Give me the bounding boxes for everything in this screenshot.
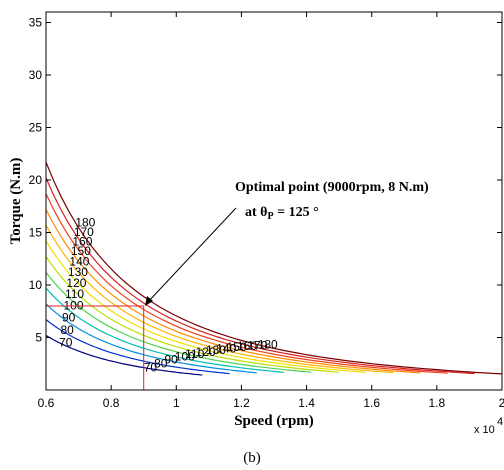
x-axis-ticks: 0.6 0.8 1 1.2 1.4 1.6 1.8 2 <box>38 12 504 410</box>
contour-label-mid-160: 160 <box>237 339 257 353</box>
y-axis-label: Torque (N.m) <box>8 158 24 245</box>
x-tick-label: 1.4 <box>298 396 315 410</box>
x-tick-label: 0.6 <box>38 396 55 410</box>
y-axis-ticks: 5 10 15 20 25 30 35 <box>29 16 502 345</box>
x-tick-label: 0.8 <box>103 396 120 410</box>
contour-label-170: 170 <box>74 225 94 239</box>
contour-line-170 <box>45 177 475 375</box>
contour-line-90 <box>45 303 257 374</box>
contour-line-160 <box>45 193 448 374</box>
contour-label-110: 110 <box>65 287 84 301</box>
contour-label-mid-100: 100 <box>175 350 195 364</box>
contour-label-mid-110: 110 <box>185 347 204 361</box>
contour-label-90: 90 <box>62 311 76 325</box>
annotation-line2: at θP = 125 ° <box>245 205 319 222</box>
contour-label-mid-120: 120 <box>196 345 216 359</box>
contour-label-140: 140 <box>69 254 89 268</box>
contour-label-mid-70: 70 <box>144 361 158 375</box>
contour-line-130 <box>45 240 366 373</box>
x-tick-label: 2 <box>499 396 504 410</box>
figure-caption: (b) <box>243 450 261 466</box>
annotation-line2-prefix: at θ <box>245 205 267 220</box>
annotation-line2-suffix: = 125 ° <box>274 205 319 220</box>
contour-label-mid-90: 90 <box>164 353 178 367</box>
y-tick-label: 35 <box>29 16 43 30</box>
x-tick-label: 1.2 <box>233 396 250 410</box>
contour-label-mid-80: 80 <box>154 356 168 370</box>
contour-label-mid-140: 140 <box>216 341 236 355</box>
contour-line-110 <box>45 272 312 373</box>
contour-label-mid-180: 180 <box>258 338 278 352</box>
contour-label-150: 150 <box>71 244 91 258</box>
y-tick-label: 30 <box>29 68 43 82</box>
annotation-arrowhead <box>145 296 153 306</box>
contour-label-130: 130 <box>68 265 88 279</box>
contour-line-70 <box>45 334 203 376</box>
contour-label-mid-150: 150 <box>227 340 247 354</box>
y-tick-label: 5 <box>35 331 42 345</box>
contour-line-180 <box>45 161 503 375</box>
x-multiplier-label: x 10 <box>474 424 495 436</box>
contour-label-80: 80 <box>61 323 75 337</box>
x-tick-label: 1.8 <box>429 396 446 410</box>
contour-label-180: 180 <box>75 215 95 229</box>
plot-frame <box>45 11 503 391</box>
x-tick-label: 1 <box>173 396 180 410</box>
contour-label-70: 70 <box>59 336 73 350</box>
x-multiplier-exponent: 4 <box>497 416 503 428</box>
annotation-arrow-line <box>146 207 237 304</box>
y-tick-label: 25 <box>29 121 43 135</box>
contour-label-mid-170: 170 <box>247 338 267 352</box>
contour-line-120 <box>45 256 339 373</box>
contour-lines <box>45 161 503 376</box>
optimal-point-marker <box>46 305 145 390</box>
x-axis-label: Speed (rpm) <box>234 413 314 429</box>
contour-line-150 <box>45 209 421 374</box>
contour-label-120: 120 <box>66 276 86 290</box>
contour-line-80 <box>45 319 230 375</box>
plot-background <box>46 12 502 390</box>
contour-label-mid-130: 130 <box>206 343 226 357</box>
x-tick-label: 1.6 <box>363 396 380 410</box>
contour-line-140 <box>45 224 394 374</box>
y-tick-label: 10 <box>29 278 43 292</box>
y-tick-label: 15 <box>29 226 43 240</box>
annotation-line1: Optimal point (9000rpm, 8 N.m) <box>235 180 429 195</box>
annotation-subscript: P <box>267 211 273 222</box>
y-tick-label: 20 <box>29 173 43 187</box>
annotation: Optimal point (9000rpm, 8 N.m) at θP = 1… <box>145 180 429 306</box>
contour-line-100 <box>45 287 285 373</box>
contour-label-160: 160 <box>72 234 92 248</box>
